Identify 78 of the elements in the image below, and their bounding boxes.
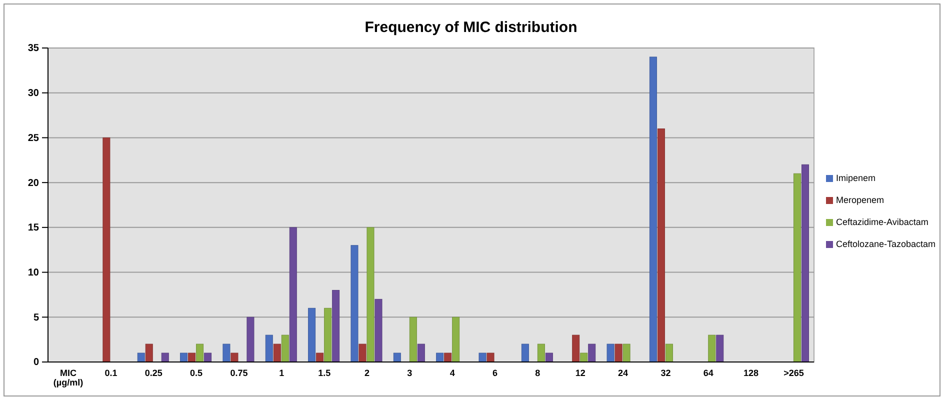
chart-title: Frequency of MIC distribution bbox=[364, 19, 578, 36]
y-tick-label: 20 bbox=[28, 178, 40, 189]
x-tick-label: 6 bbox=[492, 368, 498, 378]
bar bbox=[246, 316, 254, 362]
y-tick-label: 5 bbox=[33, 312, 40, 324]
bar bbox=[614, 344, 622, 362]
bar bbox=[622, 344, 630, 362]
x-tick-label: >265 bbox=[784, 368, 804, 378]
legend-label: Meropenem bbox=[836, 195, 884, 205]
bar bbox=[366, 227, 374, 362]
bar bbox=[572, 334, 580, 362]
bar bbox=[521, 344, 529, 362]
bar bbox=[137, 352, 145, 362]
legend-label: Ceftolozane-Tazobactam bbox=[836, 239, 936, 249]
x-tick-label: 24 bbox=[618, 368, 628, 378]
bar bbox=[350, 245, 358, 362]
x-tick-label: 0.25 bbox=[144, 368, 162, 378]
bar bbox=[145, 344, 153, 362]
bar bbox=[537, 344, 545, 362]
bar bbox=[161, 352, 169, 362]
bar bbox=[417, 344, 425, 362]
bar bbox=[545, 352, 553, 362]
x-tick-label: 128 bbox=[744, 368, 759, 378]
bar bbox=[281, 334, 289, 362]
x-tick-label: 0.5 bbox=[190, 368, 203, 378]
x-tick-label: 1.5 bbox=[318, 368, 331, 378]
bar bbox=[374, 298, 382, 362]
legend-label: Ceftazidime-Avibactam bbox=[836, 217, 928, 227]
bar bbox=[332, 290, 340, 362]
x-tick-label: 2 bbox=[364, 368, 370, 378]
x-tick-label: 64 bbox=[703, 368, 714, 378]
x-tick-label: MIC (µg/ml) bbox=[53, 368, 84, 388]
bar bbox=[606, 344, 614, 362]
bar bbox=[665, 344, 673, 362]
bar bbox=[204, 352, 212, 362]
bar bbox=[478, 352, 486, 362]
y-tick-label: 10 bbox=[28, 267, 40, 278]
bar bbox=[649, 56, 657, 362]
x-tick-label: 12 bbox=[575, 368, 586, 378]
bar bbox=[716, 334, 724, 362]
y-tick-label: 0 bbox=[33, 357, 40, 368]
bar bbox=[409, 316, 417, 362]
x-tick-label: 0.75 bbox=[230, 368, 248, 378]
y-tick-label: 25 bbox=[28, 132, 40, 144]
bar bbox=[588, 344, 596, 362]
bar bbox=[486, 352, 494, 362]
bar bbox=[393, 352, 401, 362]
bar bbox=[324, 308, 332, 362]
bar bbox=[444, 352, 452, 362]
bar bbox=[436, 352, 444, 362]
bar bbox=[358, 344, 366, 362]
bar bbox=[801, 164, 809, 362]
x-tick-label: 0.1 bbox=[104, 368, 118, 378]
y-tick-label: 15 bbox=[28, 222, 40, 234]
bar bbox=[308, 308, 316, 362]
bar bbox=[657, 128, 665, 362]
bar bbox=[196, 344, 204, 362]
bar bbox=[708, 334, 716, 362]
bar bbox=[289, 227, 297, 362]
x-tick-label: 4 bbox=[450, 368, 455, 378]
bar bbox=[316, 352, 324, 362]
x-tick-label: 8 bbox=[535, 368, 540, 378]
bar bbox=[793, 173, 801, 362]
y-tick-label: 35 bbox=[28, 43, 40, 54]
bar bbox=[452, 316, 460, 362]
bar bbox=[273, 344, 281, 362]
legend-label: Imipenem bbox=[836, 173, 876, 183]
x-tick-label: 1 bbox=[279, 368, 284, 378]
bar bbox=[222, 344, 230, 362]
bar bbox=[188, 352, 196, 362]
bar bbox=[230, 352, 238, 362]
bar bbox=[180, 352, 188, 362]
x-tick-label: 32 bbox=[660, 368, 671, 378]
bar bbox=[265, 334, 273, 362]
bar bbox=[580, 352, 588, 362]
x-tick-label: 3 bbox=[407, 368, 412, 378]
y-tick-label: 30 bbox=[28, 88, 40, 100]
bar bbox=[102, 137, 110, 362]
